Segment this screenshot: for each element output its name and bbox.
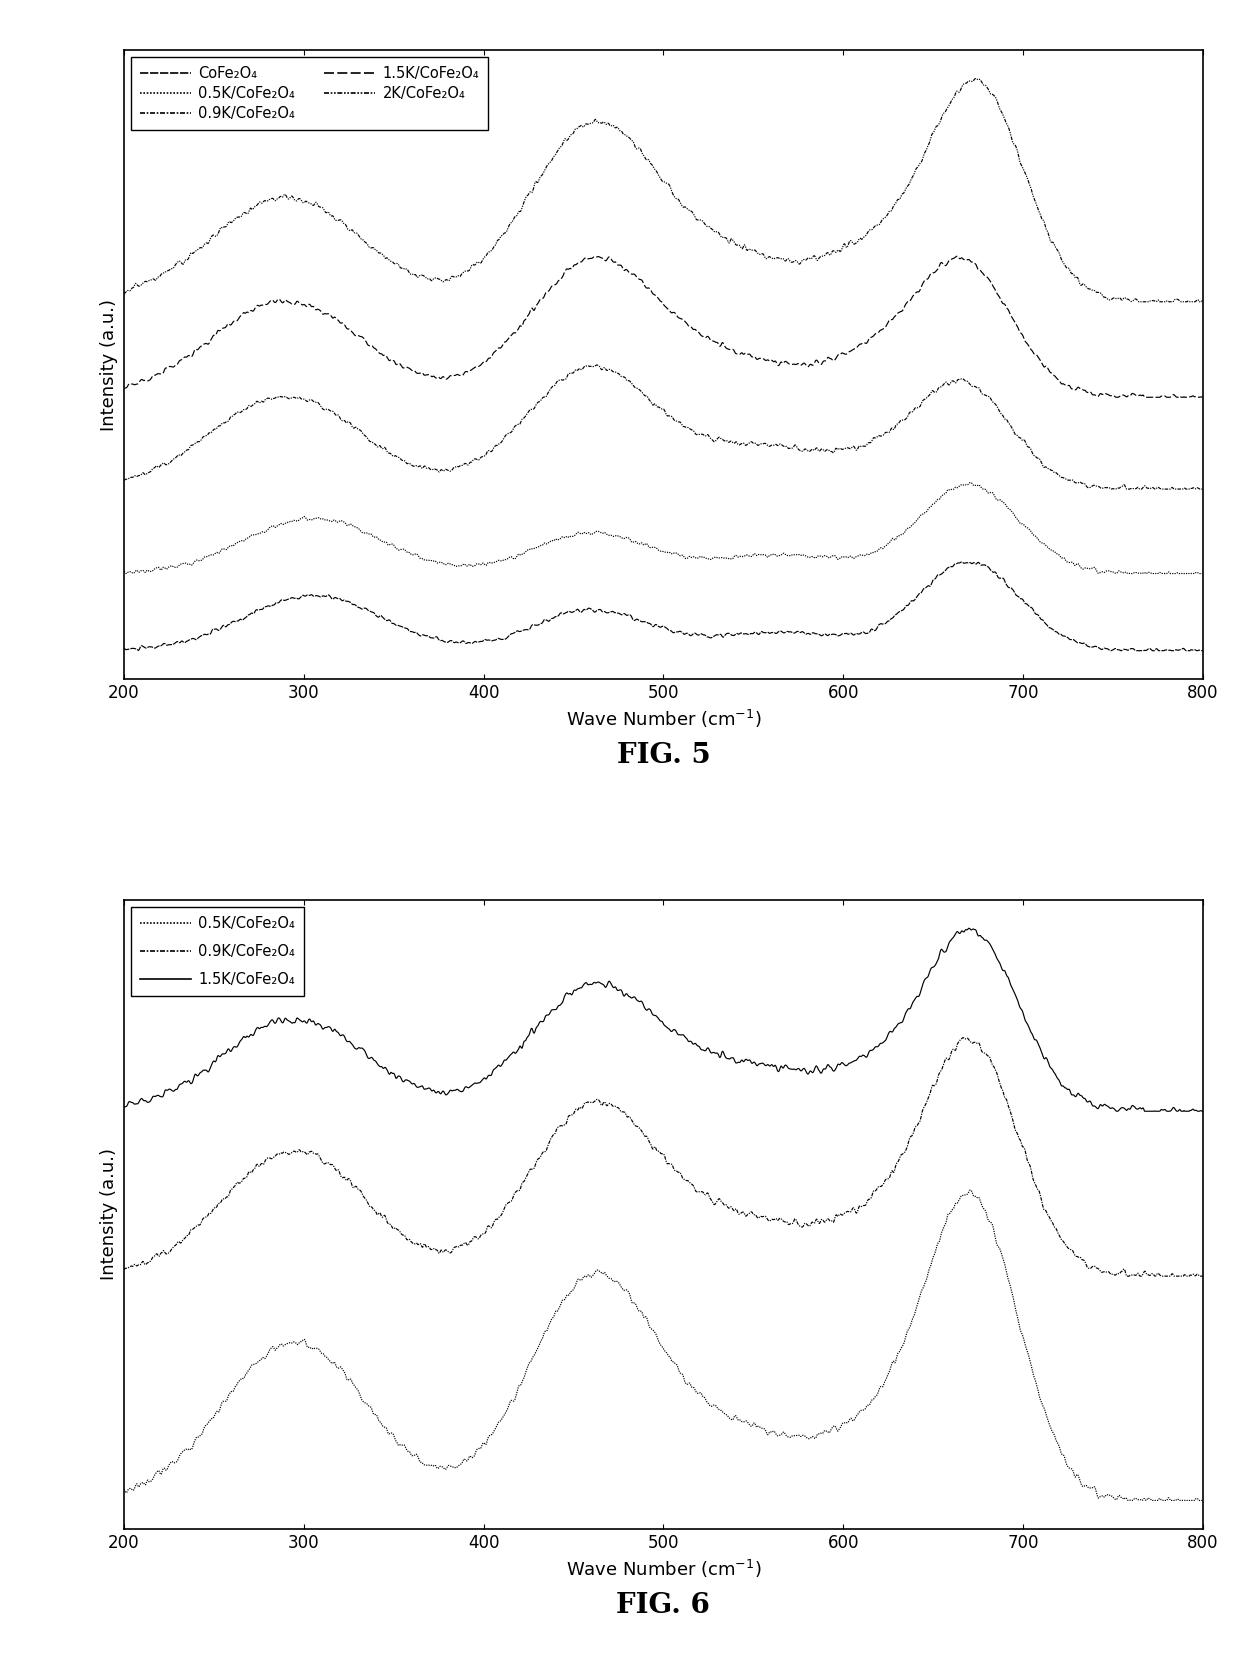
Y-axis label: Intensity (a.u.): Intensity (a.u.): [100, 299, 119, 430]
Text: FIG. 6: FIG. 6: [616, 1592, 711, 1619]
Legend: 0.5K/CoFe₂O₄, 0.9K/CoFe₂O₄, 1.5K/CoFe₂O₄: 0.5K/CoFe₂O₄, 0.9K/CoFe₂O₄, 1.5K/CoFe₂O₄: [131, 907, 304, 996]
Legend: CoFe₂O₄, 0.5K/CoFe₂O₄, 0.9K/CoFe₂O₄, 1.5K/CoFe₂O₄, 2K/CoFe₂O₄: CoFe₂O₄, 0.5K/CoFe₂O₄, 0.9K/CoFe₂O₄, 1.5…: [131, 57, 489, 130]
X-axis label: Wave Number (cm$^{-1}$): Wave Number (cm$^{-1}$): [565, 1557, 761, 1579]
Y-axis label: Intensity (a.u.): Intensity (a.u.): [100, 1148, 119, 1280]
X-axis label: Wave Number (cm$^{-1}$): Wave Number (cm$^{-1}$): [565, 708, 761, 730]
Text: FIG. 5: FIG. 5: [616, 743, 711, 770]
